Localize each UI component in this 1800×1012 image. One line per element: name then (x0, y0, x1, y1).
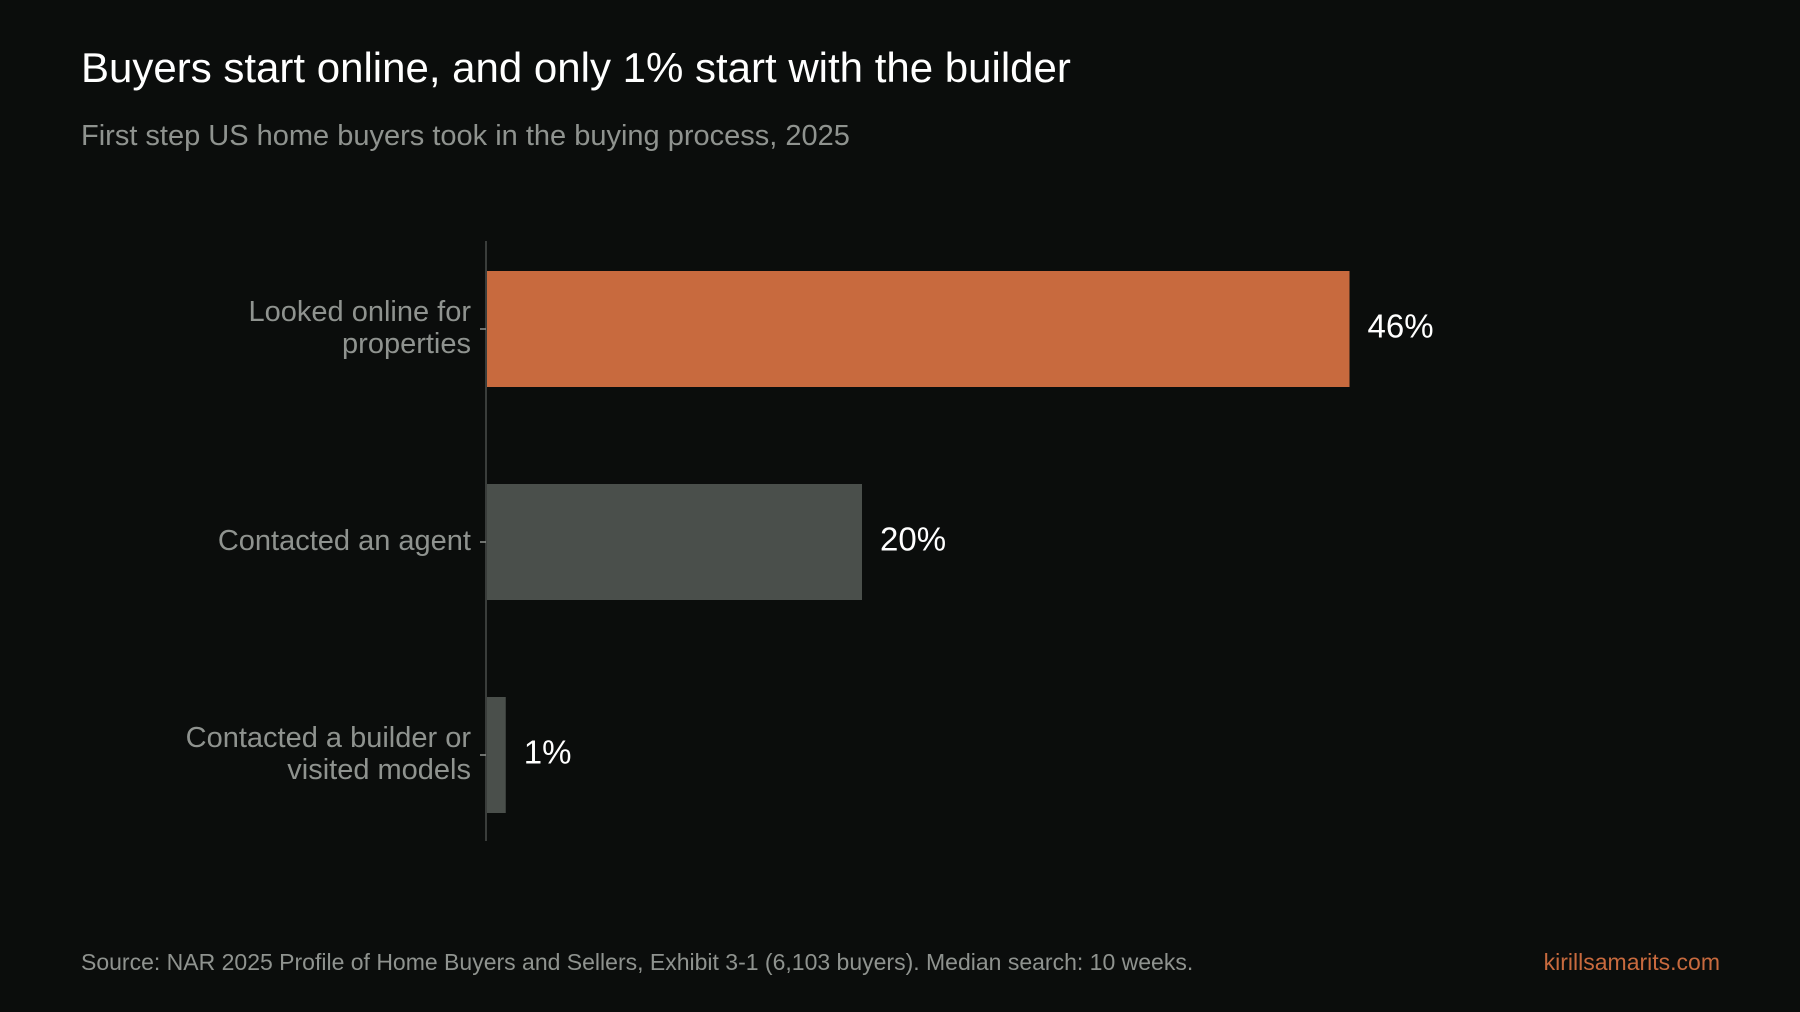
chart-subtitle: First step US home buyers took in the bu… (81, 120, 850, 152)
value-labels: 46% 20% 1% (524, 308, 1434, 771)
category-label: Looked online for properties (249, 296, 472, 360)
brand-link[interactable]: kirillsamarits.com (1543, 949, 1720, 975)
y-axis (480, 241, 487, 841)
bars (487, 271, 1350, 813)
category-label: Contacted a builder or visited models (186, 722, 472, 786)
bar (487, 484, 862, 600)
chart-title: Buyers start online, and only 1% start w… (81, 44, 1071, 91)
category-label: Contacted an agent (218, 525, 471, 557)
bar (487, 271, 1350, 387)
bar (487, 697, 506, 813)
value-label: 1% (524, 734, 572, 771)
category-labels: Looked online for properties Contacted an … (186, 296, 472, 786)
source-note: Source: NAR 2025 Profile of Home Buyers … (81, 949, 1194, 975)
value-label: 46% (1368, 308, 1434, 345)
value-label: 20% (880, 521, 946, 558)
